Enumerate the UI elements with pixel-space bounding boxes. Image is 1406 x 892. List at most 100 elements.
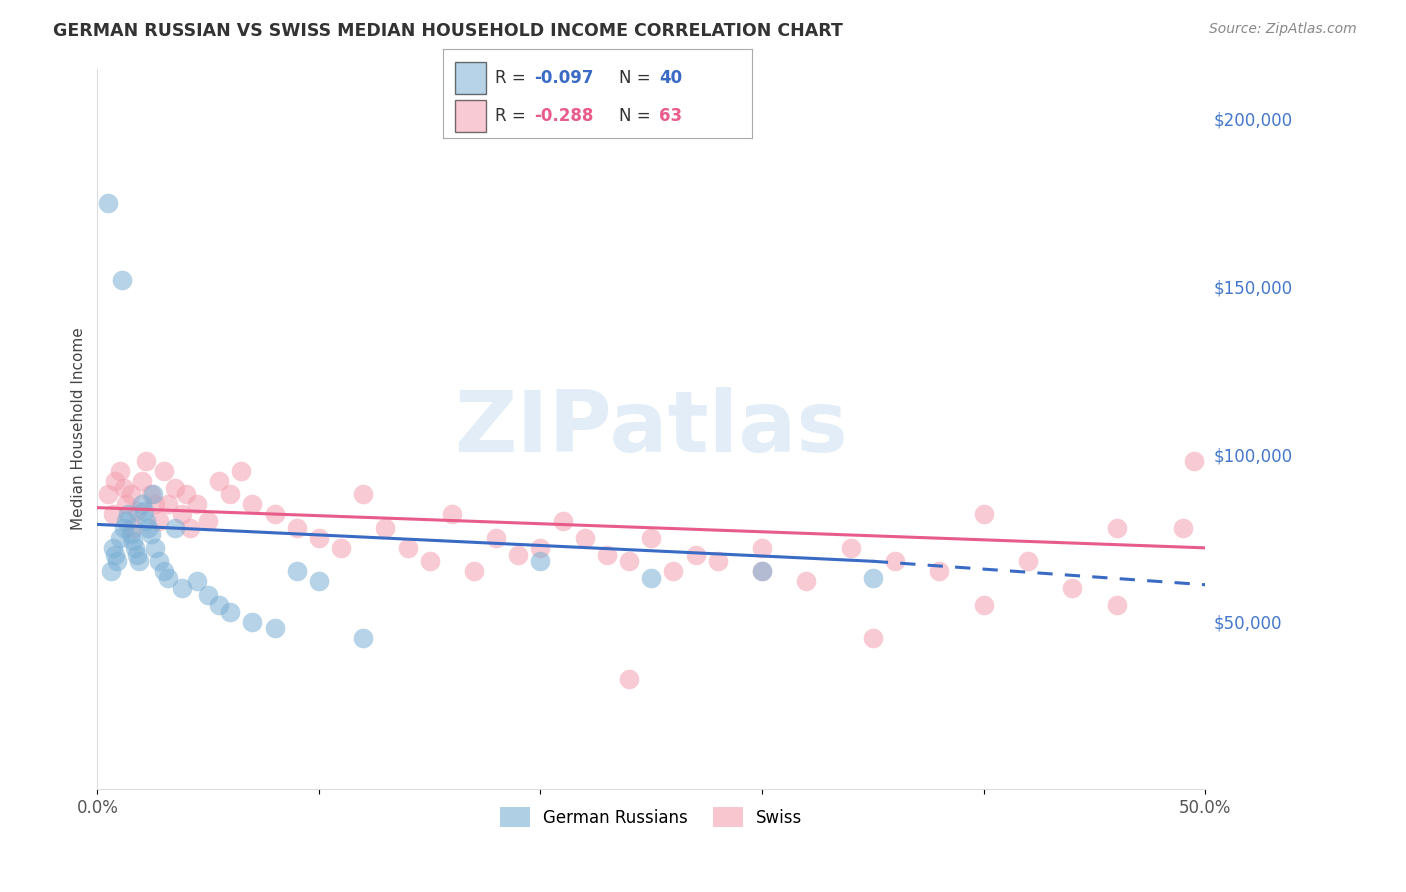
Point: [112, 521, 135, 535]
Y-axis label: Median Household Income: Median Household Income: [72, 327, 86, 530]
Point: [197, 588, 219, 602]
Point: [143, 497, 166, 511]
Point: [121, 534, 143, 549]
Point: [139, 527, 162, 541]
Point: [640, 531, 662, 545]
Point: [794, 574, 817, 589]
Point: [143, 541, 166, 555]
Point: [163, 481, 186, 495]
Point: [104, 548, 127, 562]
Point: [231, 464, 253, 478]
Point: [574, 531, 596, 545]
Point: [973, 508, 995, 522]
Text: -0.288: -0.288: [534, 107, 593, 125]
Point: [551, 514, 574, 528]
Point: [839, 541, 862, 555]
Point: [285, 565, 308, 579]
Point: [485, 531, 508, 545]
Point: [131, 474, 153, 488]
Point: [120, 487, 142, 501]
Point: [136, 521, 159, 535]
Point: [1171, 521, 1194, 535]
Point: [884, 554, 907, 568]
Point: [440, 508, 463, 522]
Point: [153, 464, 176, 478]
Text: R =: R =: [495, 107, 531, 125]
Point: [112, 481, 135, 495]
Point: [115, 514, 138, 528]
Text: N =: N =: [619, 107, 657, 125]
Point: [973, 598, 995, 612]
Point: [124, 541, 146, 555]
Point: [928, 565, 950, 579]
Point: [242, 615, 264, 629]
Point: [170, 508, 193, 522]
Point: [105, 554, 128, 568]
Point: [263, 621, 285, 635]
Point: [1182, 453, 1205, 467]
Point: [751, 565, 773, 579]
Point: [219, 605, 242, 619]
Point: [396, 541, 419, 555]
Text: 40: 40: [659, 69, 682, 87]
Text: N =: N =: [619, 69, 657, 87]
Point: [330, 541, 353, 555]
Point: [117, 508, 139, 522]
Text: ZIPatlas: ZIPatlas: [454, 387, 848, 470]
Point: [157, 571, 180, 585]
Point: [242, 497, 264, 511]
Point: [153, 565, 176, 579]
Point: [101, 508, 124, 522]
Point: [1017, 554, 1039, 568]
Point: [596, 548, 619, 562]
Point: [135, 453, 157, 467]
Point: [1062, 581, 1084, 595]
Point: [148, 554, 170, 568]
Point: [186, 497, 208, 511]
Text: Source: ZipAtlas.com: Source: ZipAtlas.com: [1209, 22, 1357, 37]
Point: [139, 487, 162, 501]
Point: [132, 504, 155, 518]
Point: [374, 521, 396, 535]
Point: [640, 571, 662, 585]
Point: [121, 521, 143, 535]
Point: [662, 565, 685, 579]
Point: [197, 514, 219, 528]
Point: [508, 548, 530, 562]
Point: [97, 487, 120, 501]
Point: [97, 195, 120, 210]
Point: [862, 571, 884, 585]
Point: [128, 554, 150, 568]
Point: [1105, 521, 1128, 535]
Text: 63: 63: [659, 107, 682, 125]
Point: [352, 632, 374, 646]
Point: [285, 521, 308, 535]
Point: [127, 504, 149, 518]
Point: [685, 548, 707, 562]
Point: [131, 497, 153, 511]
Point: [174, 487, 197, 501]
Point: [751, 541, 773, 555]
Point: [219, 487, 242, 501]
Point: [706, 554, 728, 568]
Point: [186, 574, 208, 589]
Point: [617, 554, 640, 568]
Point: [120, 527, 142, 541]
Point: [101, 541, 124, 555]
Point: [170, 581, 193, 595]
Point: [142, 487, 165, 501]
Point: [263, 508, 285, 522]
Point: [751, 565, 773, 579]
Point: [135, 514, 157, 528]
Legend: German Russians, Swiss: German Russians, Swiss: [492, 799, 811, 835]
Point: [208, 598, 231, 612]
Point: [179, 521, 201, 535]
Text: -0.097: -0.097: [534, 69, 593, 87]
Point: [463, 565, 485, 579]
Point: [104, 474, 127, 488]
Text: GERMAN RUSSIAN VS SWISS MEDIAN HOUSEHOLD INCOME CORRELATION CHART: GERMAN RUSSIAN VS SWISS MEDIAN HOUSEHOLD…: [53, 22, 844, 40]
Point: [617, 672, 640, 686]
FancyBboxPatch shape: [456, 100, 486, 132]
Point: [115, 497, 138, 511]
Point: [100, 565, 122, 579]
